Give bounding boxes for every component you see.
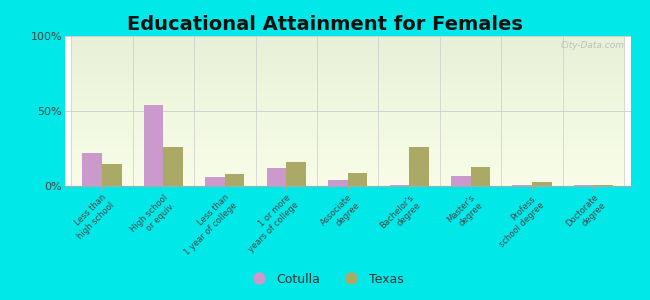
- Bar: [144, 105, 163, 186]
- Bar: [82, 153, 102, 186]
- Bar: [348, 172, 367, 186]
- Bar: [328, 180, 348, 186]
- Bar: [593, 184, 614, 186]
- Bar: [471, 167, 490, 186]
- Bar: [410, 147, 429, 186]
- Bar: [266, 168, 286, 186]
- Bar: [512, 185, 532, 186]
- Bar: [574, 185, 593, 186]
- Bar: [205, 177, 225, 186]
- Bar: [389, 184, 410, 186]
- Bar: [225, 174, 244, 186]
- Bar: [286, 162, 306, 186]
- Bar: [102, 164, 122, 186]
- Text: Educational Attainment for Females: Educational Attainment for Females: [127, 15, 523, 34]
- Bar: [532, 182, 552, 186]
- Text: City-Data.com: City-Data.com: [561, 40, 625, 50]
- Legend: Cotulla, Texas: Cotulla, Texas: [241, 268, 409, 291]
- Bar: [451, 176, 471, 186]
- Bar: [163, 147, 183, 186]
